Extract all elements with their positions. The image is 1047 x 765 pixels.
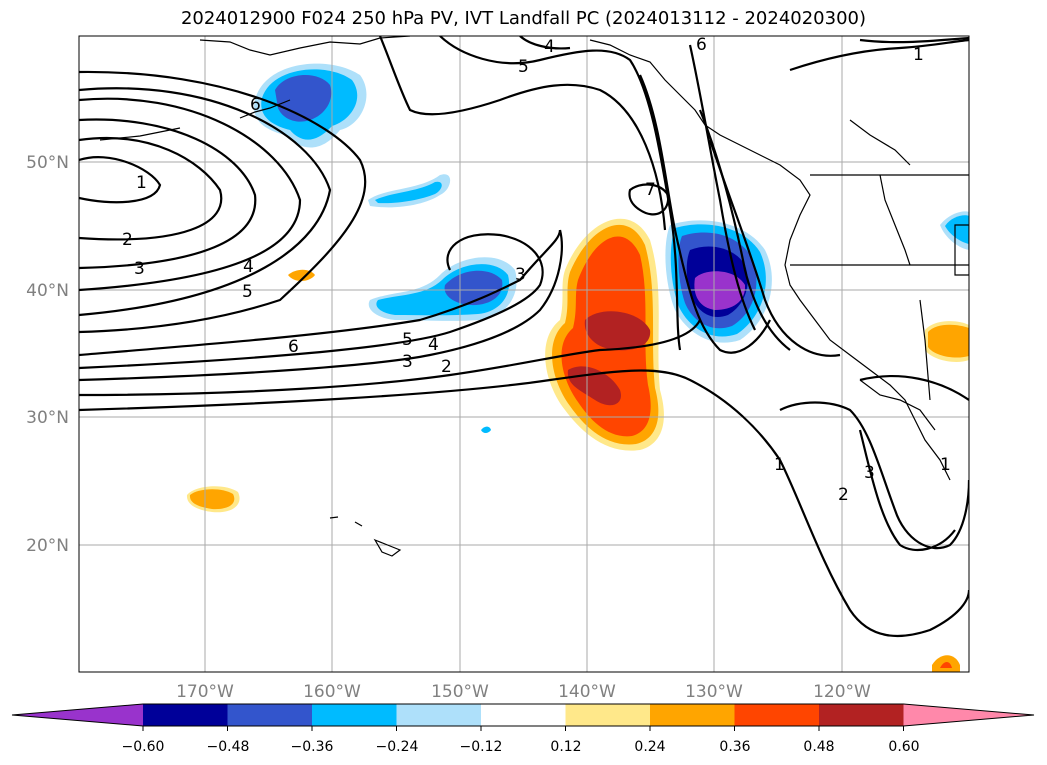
contour-label: 1 bbox=[774, 455, 785, 475]
colorbar-ticks: −0.60 −0.48 −0.36 −0.24 −0.12 0.12 0.24 … bbox=[122, 739, 920, 755]
lat-label: 40°N bbox=[26, 281, 69, 301]
lon-labels: 170°W 160°W 150°W 140°W 130°W 120°W bbox=[176, 682, 871, 702]
contour-label: 6 bbox=[250, 95, 261, 115]
contour-label: 6 bbox=[288, 337, 299, 357]
colorbar bbox=[11, 703, 1035, 731]
contour-label: 1 bbox=[913, 45, 924, 65]
colorbar-segment bbox=[481, 704, 566, 726]
colorbar-tick-label: 0.48 bbox=[803, 739, 834, 755]
lon-label: 160°W bbox=[303, 682, 361, 702]
colorbar-tick-label: 0.60 bbox=[888, 739, 919, 755]
shading-layer bbox=[186, 63, 969, 672]
contour-label: 2 bbox=[441, 357, 452, 377]
colorbar-tick-label: −0.36 bbox=[291, 739, 334, 755]
contour-label: 3 bbox=[864, 463, 875, 483]
colorbar-segment bbox=[734, 704, 820, 726]
contour-label: 6 bbox=[696, 35, 707, 55]
contour-label: 1 bbox=[136, 173, 147, 193]
contour-label: 2 bbox=[838, 485, 849, 505]
colorbar-tick-label: −0.48 bbox=[207, 739, 250, 755]
lon-label: 170°W bbox=[176, 682, 234, 702]
lat-labels: 50°N 40°N 30°N 20°N bbox=[26, 153, 69, 556]
colorbar-tick-label: −0.60 bbox=[122, 739, 165, 755]
contour-label: 2 bbox=[122, 230, 133, 250]
colorbar-tick-label: −0.24 bbox=[376, 739, 419, 755]
colorbar-tick-label: 0.36 bbox=[719, 739, 750, 755]
colorbar-segment bbox=[565, 704, 651, 726]
contour-label: 5 bbox=[518, 57, 529, 77]
contour-label: 5 bbox=[402, 330, 413, 350]
colorbar-tick-label: 0.24 bbox=[634, 739, 665, 755]
contour-label: 3 bbox=[134, 259, 145, 279]
lat-label: 20°N bbox=[26, 536, 69, 556]
colorbar-segment bbox=[227, 704, 313, 726]
contour-label: 4 bbox=[428, 335, 439, 355]
gridlines bbox=[79, 36, 969, 672]
colorbar-extend-low bbox=[12, 704, 143, 726]
contour-label: 4 bbox=[544, 37, 555, 57]
contour-label: 5 bbox=[242, 282, 253, 302]
coastlines bbox=[99, 36, 969, 557]
contour-label: 4 bbox=[243, 257, 254, 277]
contour-lines bbox=[79, 36, 969, 638]
contour-label: 3 bbox=[402, 352, 413, 372]
contour-label-group: 1 2 3 4 5 6 6 5 4 3 2 3 4 5 6 7 1 1 2 3 … bbox=[122, 35, 951, 505]
lon-label: 150°W bbox=[431, 682, 489, 702]
colorbar-tick-label: −0.12 bbox=[460, 739, 503, 755]
lat-label: 50°N bbox=[26, 153, 69, 173]
contour-label: 3 bbox=[515, 265, 526, 285]
lat-label: 30°N bbox=[26, 408, 69, 428]
map-background bbox=[79, 36, 969, 672]
contour-label: 7 bbox=[645, 180, 656, 200]
colorbar-extend-high bbox=[903, 704, 1034, 726]
colorbar-segment bbox=[396, 704, 482, 726]
colorbar-segment bbox=[143, 704, 228, 726]
lon-label: 140°W bbox=[558, 682, 616, 702]
colorbar-tick-label: 0.12 bbox=[550, 739, 581, 755]
colorbar-segment bbox=[312, 704, 397, 726]
lon-label: 120°W bbox=[813, 682, 871, 702]
chart-title: 2024012900 F024 250 hPa PV, IVT Landfall… bbox=[180, 8, 867, 29]
colorbar-segment bbox=[650, 704, 735, 726]
lon-label: 130°W bbox=[685, 682, 743, 702]
map-border bbox=[78, 35, 970, 673]
colorbar-segment bbox=[819, 704, 904, 726]
contour-label: 1 bbox=[940, 455, 951, 475]
